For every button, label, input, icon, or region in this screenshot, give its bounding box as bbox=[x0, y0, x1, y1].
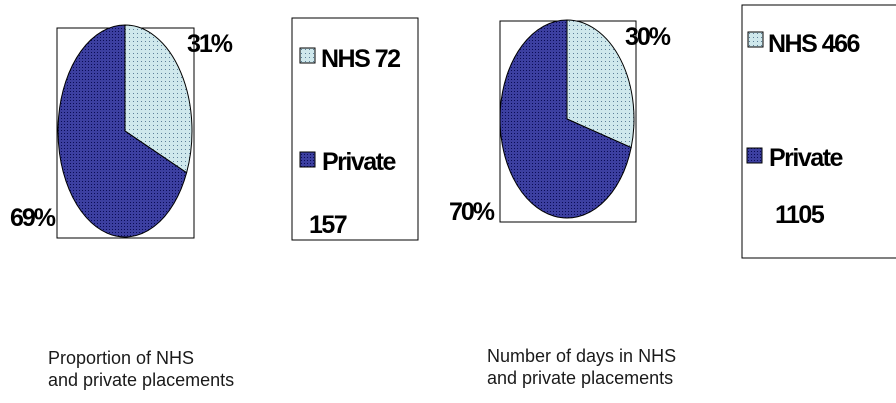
chart-1-percent-label-nhs: 31% bbox=[187, 30, 233, 58]
chart-2-caption: Number of days in NHS and private placem… bbox=[487, 345, 676, 389]
chart-1-legend-swatch-nhs bbox=[299, 47, 316, 64]
chart-2-percent-label-private: 70% bbox=[449, 198, 495, 226]
chart-1-legend-label-private: Private bbox=[322, 148, 396, 176]
chart-2-legend-box bbox=[741, 4, 896, 259]
chart-2-slice-nhs bbox=[566, 19, 635, 149]
chart-2-slice-private bbox=[499, 19, 632, 219]
pie-chart-2: 30% 70% NHS 466 Private 1105 bbox=[449, 4, 896, 259]
chart-2-percent-label-nhs: 30% bbox=[625, 23, 671, 51]
chart-2-legend-label-nhs: NHS 466 bbox=[768, 30, 860, 58]
chart-2-caption-line-1: Number of days in NHS bbox=[487, 346, 677, 366]
chart-2-legend-value-private: 1105 bbox=[775, 201, 825, 229]
pie-chart-1: 31% 69% NHS 72 Private 157 bbox=[10, 17, 419, 241]
chart-2-legend-swatch-private bbox=[746, 147, 763, 164]
chart-1-legend-swatch-private bbox=[299, 151, 316, 168]
chart-2-caption-line-2: and private placements bbox=[487, 368, 674, 388]
chart-1-caption: Proportion of NHS and private placements bbox=[48, 347, 234, 391]
chart-1-percent-label-private: 69% bbox=[10, 204, 56, 232]
chart-1-legend: NHS 72 Private 157 bbox=[291, 17, 419, 241]
chart-1-legend-label-nhs: NHS 72 bbox=[321, 45, 400, 73]
chart-2-legend-label-private: Private bbox=[769, 144, 843, 172]
chart-1-caption-line-2: and private placements bbox=[48, 370, 235, 390]
chart-1-caption-line-1: Proportion of NHS bbox=[48, 348, 195, 368]
chart-1-legend-value-private: 157 bbox=[309, 211, 347, 239]
chart-1-slice-nhs bbox=[124, 24, 193, 174]
chart-2-legend-swatch-nhs bbox=[747, 31, 764, 48]
chart-1-slice-private bbox=[57, 24, 188, 238]
chart-2-legend: NHS 466 Private 1105 bbox=[741, 4, 896, 259]
